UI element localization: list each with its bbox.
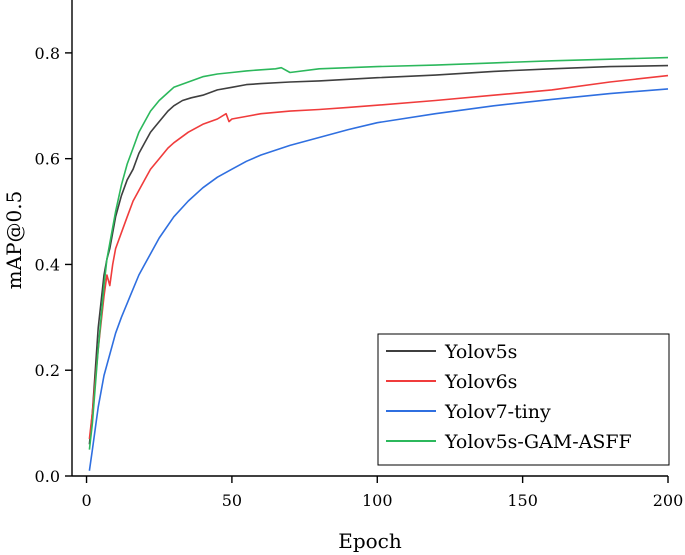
- series-layer: [88, 56, 669, 471]
- series-line-yolov7-tiny: [88, 88, 669, 471]
- x-axis-title: Epoch: [338, 529, 402, 553]
- y-tick-label: 0.4: [35, 255, 60, 274]
- y-tick-label: 0.0: [35, 467, 60, 486]
- tick-layer: 0 50 100 150 200 0.0 0.2 0.4 0.6 0.8: [35, 44, 684, 510]
- y-tick-label: 0.6: [35, 150, 60, 169]
- x-tick-label: 200: [653, 491, 684, 510]
- legend-label-yolov5s-gam-asff: Yolov5s-GAM-ASFF: [444, 431, 632, 453]
- legend-label-yolov6s: Yolov6s: [444, 371, 517, 393]
- legend-label-yolov7-tiny: Yolov7-tiny: [444, 401, 551, 423]
- x-tick-label: 100: [362, 491, 393, 510]
- x-tick-label: 0: [81, 491, 91, 510]
- y-tick-label: 0.8: [35, 44, 60, 63]
- y-tick-label: 0.2: [35, 361, 60, 380]
- x-tick-label: 150: [507, 491, 538, 510]
- series-line-yolov5s-gam-asff: [88, 56, 669, 450]
- legend-box: [377, 333, 670, 466]
- x-tick-label: 50: [222, 491, 242, 510]
- legend-label-yolov5s: Yolov5s: [444, 341, 517, 363]
- legend: Yolov5s Yolov6s Yolov7-tiny Yolov5s-GAM-…: [377, 333, 670, 466]
- series-line-yolov6s: [88, 74, 669, 440]
- y-axis-title: mAP@0.5: [2, 191, 26, 290]
